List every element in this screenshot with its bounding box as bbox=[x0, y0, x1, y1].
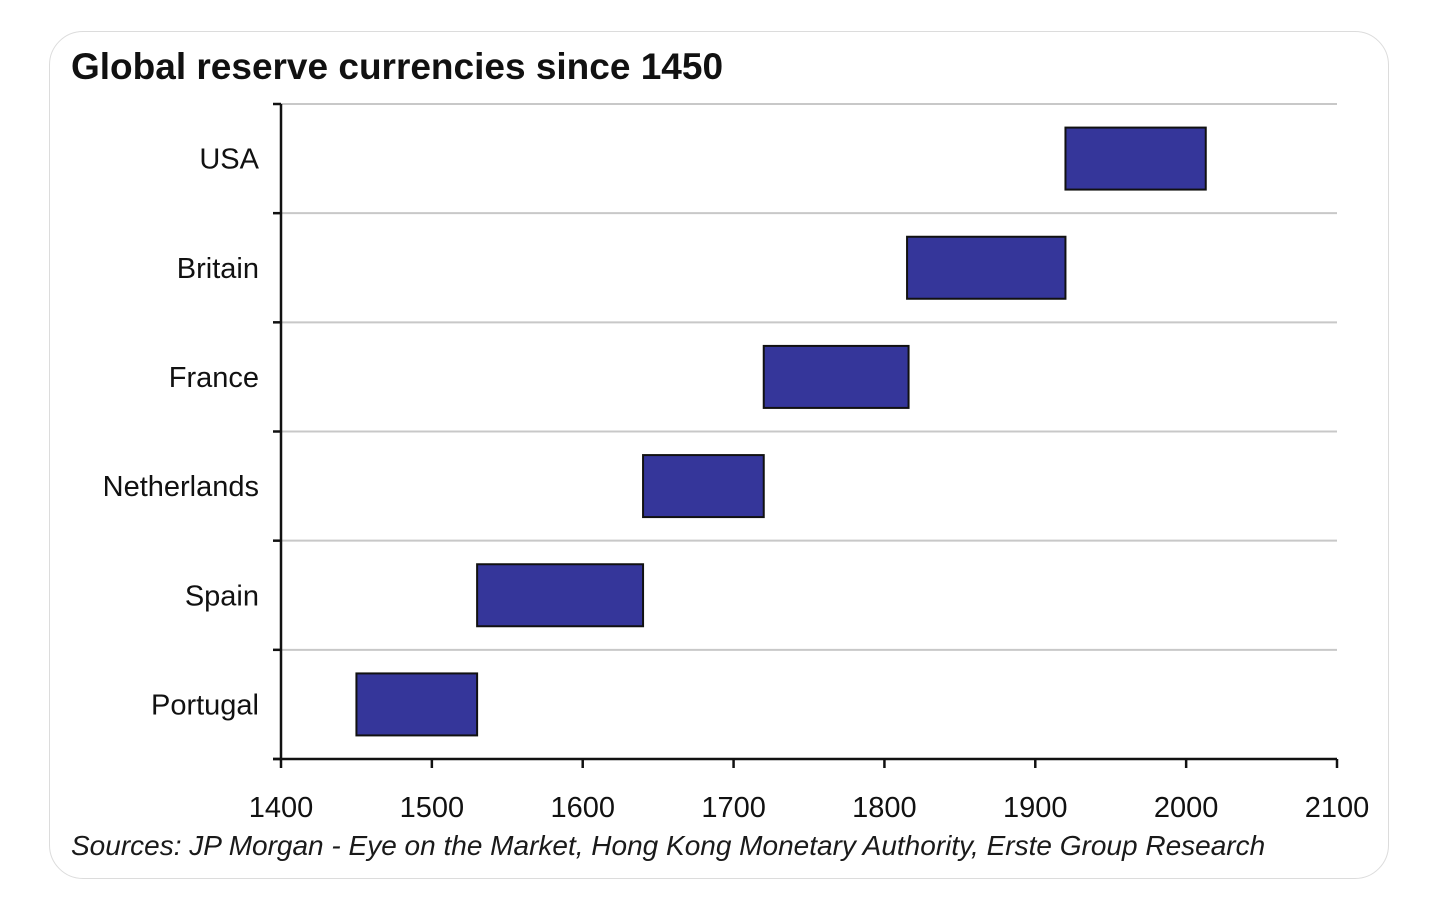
x-tick-label: 1400 bbox=[249, 792, 314, 824]
x-tick-label: 1600 bbox=[550, 792, 615, 824]
source-note: Sources: JP Morgan - Eye on the Market, … bbox=[71, 830, 1266, 861]
category-label: USA bbox=[199, 144, 259, 176]
x-tick-label: 1900 bbox=[1003, 792, 1068, 824]
range-bar bbox=[762, 344, 910, 409]
category-label: France bbox=[169, 362, 259, 394]
range-bar bbox=[355, 672, 479, 737]
category-label: Portugal bbox=[151, 689, 259, 721]
x-tick-label: 1500 bbox=[400, 792, 465, 824]
range-bar bbox=[642, 454, 765, 519]
range-bar bbox=[1064, 126, 1207, 191]
chart-title: Global reserve currencies since 1450 bbox=[71, 46, 724, 87]
category-label: Netherlands bbox=[103, 471, 259, 503]
x-tick-label: 1700 bbox=[701, 792, 766, 824]
category-label: Britain bbox=[177, 253, 259, 285]
x-tick-label: 1800 bbox=[852, 792, 917, 824]
x-tick-label: 2100 bbox=[1305, 792, 1370, 824]
range-bar bbox=[476, 563, 645, 628]
x-tick-label: 2000 bbox=[1154, 792, 1219, 824]
range-bar bbox=[906, 235, 1067, 300]
category-label: Spain bbox=[185, 580, 259, 612]
